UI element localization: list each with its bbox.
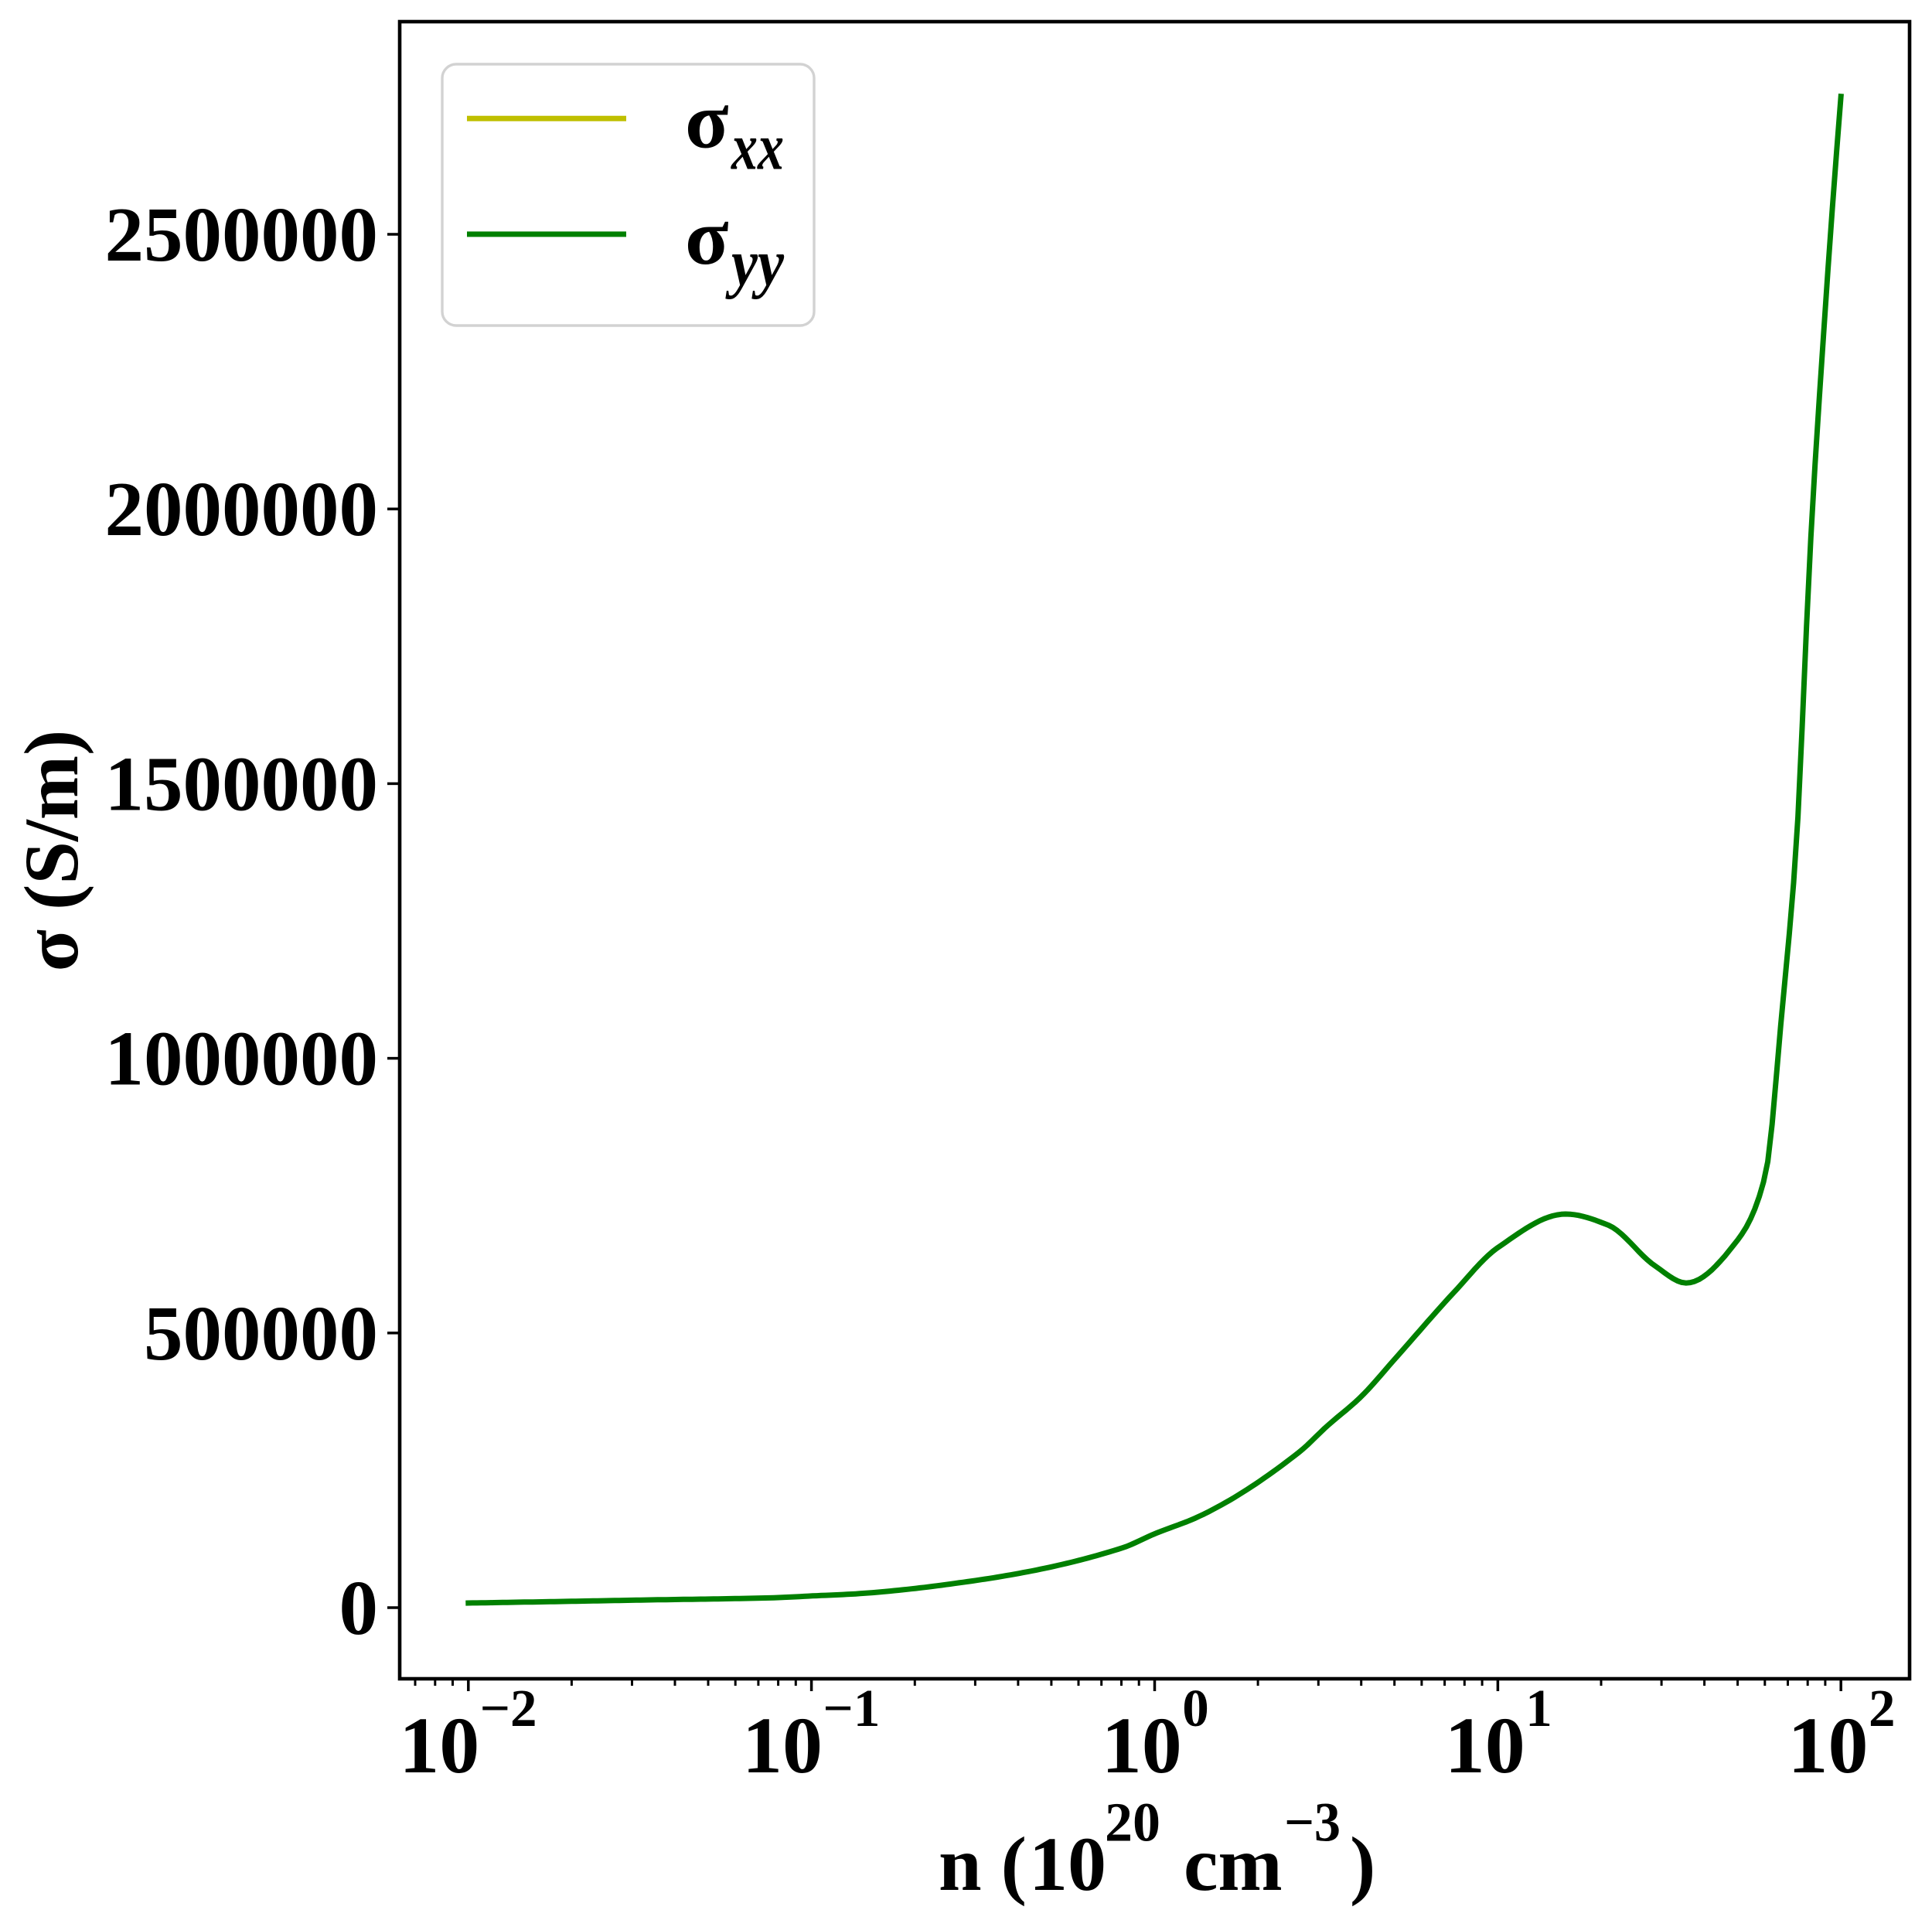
svg-text:1500000: 1500000 <box>105 740 379 827</box>
svg-text:500000: 500000 <box>144 1290 378 1376</box>
svg-text:−1: −1 <box>823 1679 881 1738</box>
svg-text:cm: cm <box>1184 1821 1283 1907</box>
svg-text:yy: yy <box>725 226 785 300</box>
svg-text:10: 10 <box>1029 1821 1106 1907</box>
svg-text:): ) <box>1350 1821 1375 1907</box>
svg-text:1: 1 <box>1525 1679 1552 1738</box>
svg-text:1000000: 1000000 <box>105 1015 379 1102</box>
svg-text:10: 10 <box>1788 1701 1869 1790</box>
svg-text:20: 20 <box>1105 1792 1160 1854</box>
svg-text:10: 10 <box>1445 1701 1525 1790</box>
svg-text:σ (S/m): σ (S/m) <box>9 730 94 972</box>
svg-text:10: 10 <box>399 1701 479 1790</box>
svg-text:10: 10 <box>1102 1701 1182 1790</box>
svg-text:σ: σ <box>685 77 729 165</box>
svg-text:2: 2 <box>1869 1679 1896 1738</box>
svg-text:−3: −3 <box>1284 1792 1341 1854</box>
svg-text:−2: −2 <box>480 1679 537 1738</box>
svg-text:0: 0 <box>1182 1679 1209 1738</box>
svg-text:2500000: 2500000 <box>105 191 379 278</box>
svg-text:xx: xx <box>730 110 784 184</box>
svg-text:0: 0 <box>339 1564 379 1651</box>
svg-text:n (: n ( <box>939 1821 1027 1907</box>
svg-text:σ: σ <box>685 193 729 281</box>
svg-text:10: 10 <box>742 1701 823 1790</box>
svg-text:2000000: 2000000 <box>105 466 379 552</box>
